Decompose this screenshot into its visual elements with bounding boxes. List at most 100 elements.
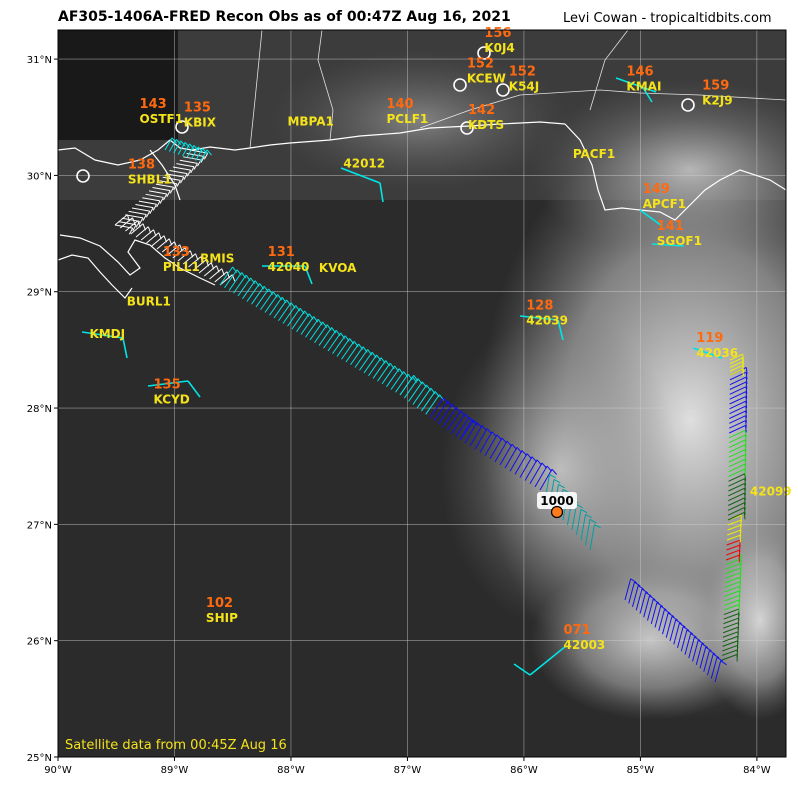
y-tick-label: 31°N — [27, 55, 52, 66]
wind-barb-flag — [183, 173, 188, 180]
wind-barb-flag — [686, 629, 694, 635]
wind-barb — [138, 200, 157, 205]
station-pressure-label: 146 — [626, 64, 653, 79]
wind-barb-flag — [149, 207, 154, 215]
wind-barb — [224, 269, 238, 289]
station-id-label: RMIS — [200, 252, 234, 266]
wind-barb — [219, 274, 233, 286]
wind-barb — [725, 563, 741, 570]
wind-barb-flag — [709, 650, 716, 655]
station-wind-barb — [529, 645, 567, 676]
y-tick-label: 25°N — [27, 753, 52, 764]
station-id-label: PACF1 — [573, 147, 615, 161]
wind-barb — [727, 529, 741, 536]
wind-barb-flag — [132, 224, 137, 232]
wind-barb — [459, 418, 473, 441]
satellite-note: Satellite data from 00:45Z Aug 16 — [65, 738, 287, 753]
wind-barb — [176, 163, 195, 168]
station-id-label: K54J — [509, 79, 539, 93]
wind-barb — [273, 299, 288, 319]
wind-barb-flag — [745, 406, 748, 414]
axis-ticks: 90°W 89°W 88°W 87°W 86°W 85°W 84°W 31°N 30°N 29°N… — [27, 55, 771, 776]
wind-barb — [725, 558, 742, 566]
wind-barb-flag — [744, 497, 746, 505]
wind-barb-flag — [744, 459, 747, 467]
wind-barb — [203, 265, 217, 277]
wind-barb-flag — [679, 622, 686, 628]
wind-barb — [309, 321, 324, 341]
wind-barb — [341, 340, 355, 360]
wind-barb-flag — [576, 503, 583, 509]
wind-barb — [484, 434, 498, 456]
wind-barb — [269, 296, 283, 316]
wind-barb — [156, 238, 170, 250]
station-id-label: 42040 — [268, 260, 310, 274]
wind-barb — [125, 214, 144, 219]
wind-barb — [416, 387, 432, 409]
wind-barb — [246, 283, 261, 302]
x-tick-label: 88°W — [277, 765, 305, 776]
wind-barb-flag — [744, 439, 747, 447]
wind-barb — [438, 403, 453, 425]
wind-barb — [728, 487, 745, 497]
coastline — [58, 121, 786, 299]
wind-barb — [182, 253, 196, 265]
wind-barb — [571, 504, 578, 531]
wind-barb-flag — [744, 464, 747, 472]
wind-barb-flag — [744, 488, 746, 496]
wind-barb-flag — [197, 146, 204, 153]
wind-barb — [669, 619, 677, 642]
wind-barb — [729, 386, 747, 395]
station-wind-barb — [187, 380, 201, 398]
station-id-label: SHIP — [206, 611, 238, 625]
wind-barb — [729, 357, 743, 365]
wind-barb-flag — [694, 636, 701, 642]
station-id-label: 42012 — [343, 156, 385, 170]
wind-barb — [140, 229, 154, 241]
station-pressure-label: 152 — [509, 64, 536, 79]
wind-barb — [728, 424, 746, 434]
station-pressure-label: 142 — [468, 103, 495, 118]
wind-barb — [632, 585, 639, 607]
wind-barb-flag — [594, 523, 601, 529]
wind-barb-flag — [744, 444, 747, 452]
wind-barb — [167, 244, 181, 256]
station-id-label: PILL1 — [163, 260, 200, 274]
wind-barb — [314, 324, 328, 344]
wind-barb-flag — [549, 473, 556, 479]
wind-barb — [727, 497, 745, 506]
wind-barb-flag — [142, 214, 147, 221]
wind-barb-flag — [745, 410, 747, 418]
wind-barb — [722, 635, 738, 643]
wind-barb — [729, 400, 747, 410]
wind-barb-flag — [649, 595, 656, 601]
wind-barb — [282, 305, 297, 324]
wind-barb — [179, 159, 198, 164]
wind-barb — [726, 534, 741, 541]
wind-barb-flag — [675, 619, 682, 625]
wind-barb — [589, 524, 596, 551]
wind-barb-flag — [745, 367, 748, 375]
wind-barb — [372, 360, 387, 379]
wind-barb-flag — [169, 186, 175, 194]
wind-barb-flag — [743, 512, 746, 520]
wind-barb-flag — [156, 200, 161, 208]
wind-barb — [728, 453, 746, 463]
wind-barb-flag — [193, 145, 199, 151]
station-kmdj: KMDJ — [81, 327, 128, 359]
y-tick-label: 28°N — [27, 404, 52, 415]
station-id-label: K2J9 — [702, 93, 732, 107]
wind-barb — [172, 166, 191, 171]
wind-barb — [363, 354, 378, 374]
station-rmis: RMIS — [200, 252, 234, 266]
station-id-label: KCEW — [467, 71, 506, 85]
wind-barb — [721, 654, 738, 661]
wind-barb — [464, 422, 478, 444]
wind-barb — [278, 302, 292, 322]
wind-barb — [658, 609, 665, 631]
wind-barb — [354, 349, 369, 368]
